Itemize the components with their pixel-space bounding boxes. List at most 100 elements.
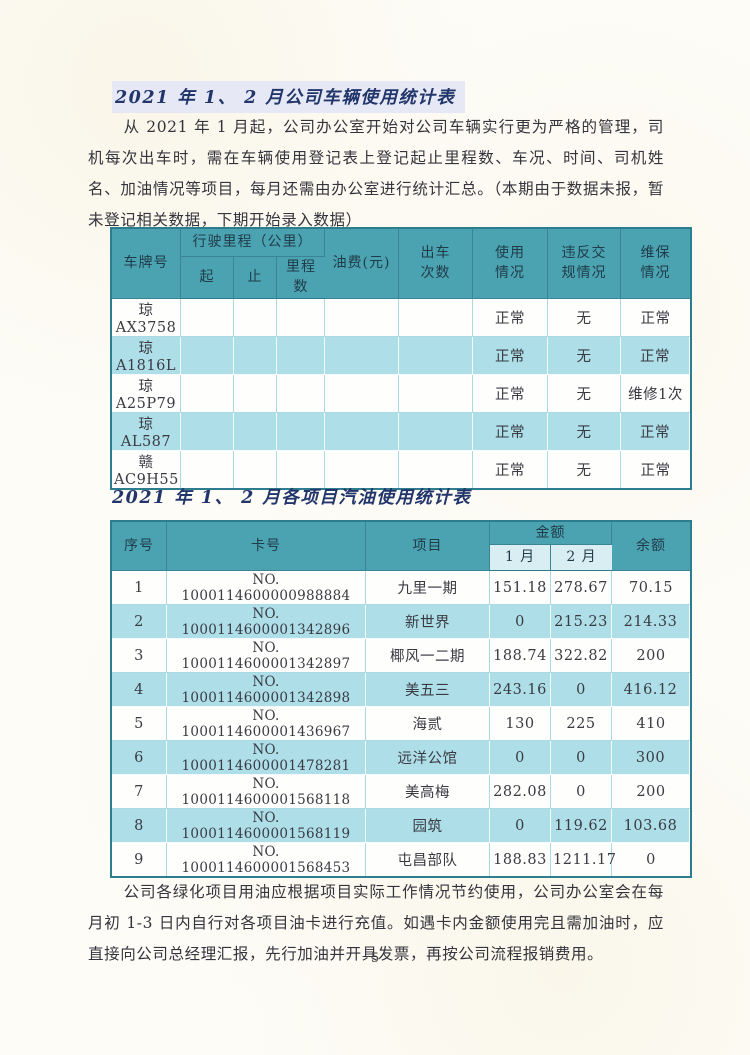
mileage-end-cell bbox=[234, 336, 277, 375]
maintenance-cell: 正常 bbox=[621, 336, 691, 375]
fuel-usage-table: 序号 卡号 项目 金额 余额 1 月 2 月 1 NO. 10001146000… bbox=[110, 520, 692, 878]
balance-cell: 70.15 bbox=[612, 571, 690, 605]
index-cell: 3 bbox=[112, 639, 167, 673]
mileage-start-cell bbox=[181, 450, 234, 488]
table-row: 琼 A1816L 正常 无 正常 bbox=[112, 336, 691, 375]
plate-cell: 琼 AX3758 bbox=[112, 298, 181, 337]
section2-paragraph: 公司各绿化项目用油应根据项目实际工作情况节约使用，公司办公室会在每月初 1-3 … bbox=[88, 883, 664, 963]
february-amount-cell: 215.23 bbox=[551, 605, 612, 639]
mileage-distance-cell bbox=[277, 298, 326, 337]
table-row: 2 NO. 1000114600001342896 新世界 0 215.23 2… bbox=[112, 605, 690, 639]
card-number-cell: NO. 1000114600000988884 bbox=[167, 571, 366, 605]
mileage-start-cell bbox=[181, 374, 234, 413]
january-amount-cell: 0 bbox=[490, 605, 551, 639]
plate-cell: 琼 A1816L bbox=[112, 336, 181, 375]
maintenance-cell: 正常 bbox=[621, 412, 691, 451]
balance-cell: 416.12 bbox=[612, 673, 690, 707]
fuel-cost-cell bbox=[325, 298, 400, 337]
table-row: 琼 AL587 正常 无 正常 bbox=[112, 412, 691, 451]
january-amount-cell: 0 bbox=[490, 741, 551, 775]
plate-cell: 赣 AC9H55 bbox=[112, 450, 181, 488]
index-cell: 7 bbox=[112, 775, 167, 809]
header-maintenance: 维保 情况 bbox=[621, 229, 691, 299]
header-mileage-distance: 里程数 bbox=[277, 257, 326, 299]
february-amount-cell: 278.67 bbox=[551, 571, 612, 605]
header-amount-group: 金额 bbox=[490, 522, 612, 545]
header-january: 1 月 bbox=[490, 545, 551, 571]
usage-cell: 正常 bbox=[473, 374, 549, 413]
february-amount-cell: 1211.17 bbox=[551, 843, 616, 876]
fuel-cost-cell bbox=[325, 450, 400, 488]
index-cell: 4 bbox=[112, 673, 167, 707]
balance-cell: 300 bbox=[612, 741, 690, 775]
section1-title: 2021 年 1、 2 月公司车辆使用统计表 bbox=[112, 81, 466, 113]
trips-cell bbox=[399, 298, 474, 337]
plate-cell: 琼 AL587 bbox=[112, 412, 181, 451]
february-amount-cell: 0 bbox=[551, 673, 612, 707]
plate-cell: 琼 A25P79 bbox=[112, 374, 181, 413]
header-project: 项目 bbox=[366, 522, 490, 571]
table-row: 赣 AC9H55 正常 无 正常 bbox=[112, 450, 691, 488]
trips-cell bbox=[399, 374, 474, 413]
section2-title: 2021 年 1、 2 月各项目汽油使用统计表 bbox=[112, 488, 472, 508]
header-fuel-cost: 油费(元) bbox=[325, 229, 400, 299]
index-cell: 6 bbox=[112, 741, 167, 775]
mileage-end-cell bbox=[234, 298, 277, 337]
balance-cell: 214.33 bbox=[612, 605, 690, 639]
card-number-cell: NO. 1000114600001568453 bbox=[167, 843, 366, 876]
january-amount-cell: 188.74 bbox=[490, 639, 551, 673]
balance-cell: 200 bbox=[612, 775, 690, 809]
header-plate: 车牌号 bbox=[112, 229, 181, 299]
header-usage: 使用 情况 bbox=[473, 229, 549, 299]
vehicle-table-header: 车牌号 行驶里程（公里） 油费(元) 出车 次数 使用 情况 违反交 规情况 维… bbox=[112, 229, 691, 299]
trips-cell bbox=[399, 450, 474, 488]
fuel-cost-cell bbox=[325, 336, 400, 375]
table-row: 5 NO. 1000114600001436967 海贰 130 225 410 bbox=[112, 707, 690, 741]
february-amount-cell: 119.62 bbox=[551, 809, 612, 843]
table-row: 9 NO. 1000114600001568453 屯昌部队 188.83 12… bbox=[112, 843, 690, 876]
maintenance-cell: 维修1次 bbox=[621, 374, 691, 413]
fuel-cost-cell bbox=[325, 374, 400, 413]
mileage-end-cell bbox=[234, 412, 277, 451]
project-cell: 美高梅 bbox=[366, 775, 490, 809]
violation-cell: 无 bbox=[548, 298, 622, 337]
violation-cell: 无 bbox=[548, 374, 622, 413]
january-amount-cell: 243.16 bbox=[490, 673, 551, 707]
header-card: 卡号 bbox=[167, 522, 366, 571]
index-cell: 9 bbox=[112, 843, 167, 876]
card-number-cell: NO. 1000114600001568118 bbox=[167, 775, 366, 809]
mileage-start-cell bbox=[181, 298, 234, 337]
mileage-distance-cell bbox=[277, 374, 326, 413]
balance-cell: 410 bbox=[612, 707, 690, 741]
page-number: 5 bbox=[370, 951, 380, 966]
violation-cell: 无 bbox=[548, 412, 622, 451]
table-row: 6 NO. 1000114600001478281 远洋公馆 0 0 300 bbox=[112, 741, 690, 775]
table-row: 1 NO. 1000114600000988884 九里一期 151.18 27… bbox=[112, 571, 690, 605]
table-row: 琼 A25P79 正常 无 维修1次 bbox=[112, 374, 691, 413]
usage-cell: 正常 bbox=[473, 336, 549, 375]
january-amount-cell: 282.08 bbox=[490, 775, 551, 809]
usage-cell: 正常 bbox=[473, 298, 549, 337]
project-cell: 新世界 bbox=[366, 605, 490, 639]
mileage-distance-cell bbox=[277, 336, 326, 375]
january-amount-cell: 188.83 bbox=[490, 843, 551, 876]
mileage-end-cell bbox=[234, 450, 277, 488]
maintenance-cell: 正常 bbox=[621, 450, 691, 488]
header-mileage-start: 起 bbox=[181, 257, 234, 299]
header-mileage-group: 行驶里程（公里） bbox=[181, 229, 326, 257]
january-amount-cell: 0 bbox=[490, 809, 551, 843]
table-row: 琼 AX3758 正常 无 正常 bbox=[112, 298, 691, 337]
balance-cell: 200 bbox=[612, 639, 690, 673]
balance-cell: 0 bbox=[612, 843, 690, 876]
index-cell: 5 bbox=[112, 707, 167, 741]
mileage-distance-cell bbox=[277, 450, 326, 488]
trips-cell bbox=[399, 412, 474, 451]
project-cell: 远洋公馆 bbox=[366, 741, 490, 775]
usage-cell: 正常 bbox=[473, 412, 549, 451]
project-cell: 园筑 bbox=[366, 809, 490, 843]
mileage-start-cell bbox=[181, 412, 234, 451]
january-amount-cell: 151.18 bbox=[490, 571, 551, 605]
header-violation: 违反交 规情况 bbox=[548, 229, 622, 299]
card-number-cell: NO. 1000114600001342896 bbox=[167, 605, 366, 639]
